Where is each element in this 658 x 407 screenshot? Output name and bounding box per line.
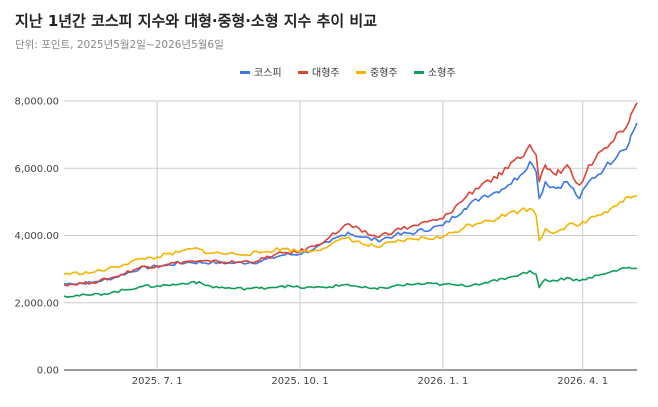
x-tick-label: 2026. 1. 1 [417, 376, 468, 387]
y-axis: 0.00 2,000.00 4,000.00 6,000.00 8,000.00 [14, 97, 59, 377]
y-tick-label: 4,000.00 [14, 231, 59, 242]
legend-swatch [240, 71, 250, 74]
chart-title: 지난 1년간 코스피 지수와 대형·중형·소형 지수 추이 비교 [15, 12, 377, 30]
legend-label: 코스피 [254, 67, 282, 79]
chart-subtitle: 단위: 포인트, 2025년5월2일~2026년5월6일 [15, 39, 224, 51]
x-tick-label: 2025. 10. 1 [271, 376, 328, 387]
legend-swatch [298, 71, 308, 74]
series-line-3 [63, 195, 638, 276]
x-tick-label: 2025. 7. 1 [132, 376, 183, 387]
y-tick-label: 6,000.00 [14, 164, 59, 175]
legend-swatch [356, 71, 366, 74]
legend-label: 대형주 [312, 67, 340, 79]
grid [64, 100, 637, 371]
x-tick-label: 2026. 4. 1 [557, 376, 608, 387]
legend-label: 중형주 [370, 67, 398, 79]
series-line-4 [63, 266, 638, 298]
series-line-1 [63, 122, 638, 286]
legend: 코스피 대형주 중형주 소형주 [240, 67, 456, 79]
y-tick-label: 8,000.00 [14, 97, 59, 108]
series-line-2 [63, 102, 638, 287]
legend-swatch [414, 71, 424, 74]
series-lines [63, 102, 638, 298]
y-tick-label: 2,000.00 [14, 298, 59, 309]
x-axis: 2025. 7. 1 2025. 10. 1 2026. 1. 1 2026. 4. … [132, 376, 608, 387]
legend-label: 소형주 [428, 67, 456, 79]
y-tick-label: 0.00 [37, 366, 59, 377]
